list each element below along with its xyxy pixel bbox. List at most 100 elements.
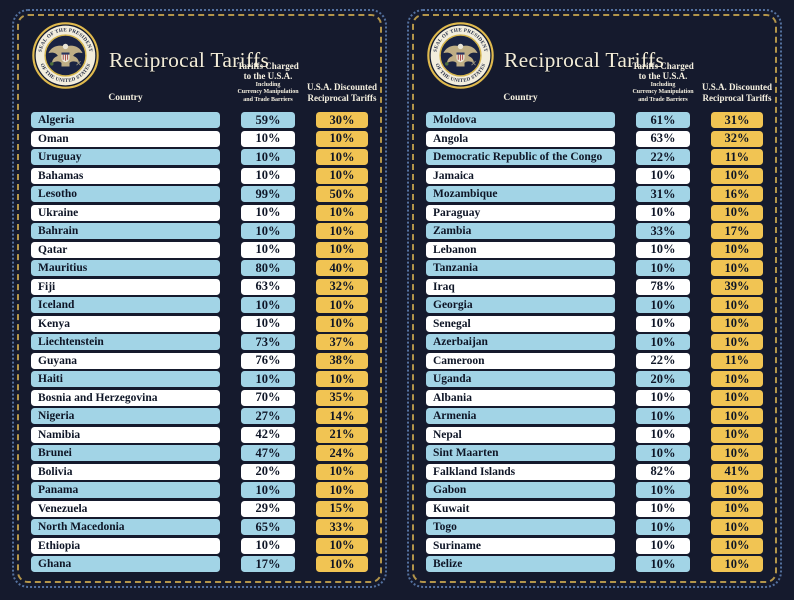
discounted-tariff-cell: 30% bbox=[316, 112, 368, 128]
charged-header-subline: Currency Manipulation bbox=[237, 89, 299, 95]
discounted-tariff-cell: 10% bbox=[711, 426, 763, 443]
tariff-rows: Moldova 61% 31% Angola 63% 32% Democrati… bbox=[426, 112, 763, 572]
discounted-tariff-cell: 16% bbox=[711, 186, 763, 202]
charged-tariff-cell: 10% bbox=[241, 371, 295, 387]
tariff-row: North Macedonia 65% 33% bbox=[31, 519, 368, 535]
tariff-row: Kuwait 10% 10% bbox=[426, 500, 763, 517]
tariff-row: Uganda 20% 10% bbox=[426, 371, 763, 387]
country-cell: Haiti bbox=[31, 371, 220, 387]
discounted-tariff-cell: 10% bbox=[316, 482, 368, 498]
charged-tariff-cell: 42% bbox=[241, 426, 295, 443]
charged-header-subline: and Trade Barriers bbox=[243, 96, 293, 103]
country-cell: Moldova bbox=[426, 112, 615, 128]
charged-tariff-cell: 10% bbox=[636, 482, 690, 498]
charged-tariff-cell: 10% bbox=[241, 297, 295, 313]
charged-tariff-cell: 10% bbox=[241, 130, 295, 147]
discounted-tariff-cell: 10% bbox=[711, 204, 763, 221]
tariff-row: Mozambique 31% 16% bbox=[426, 186, 763, 202]
charged-tariff-cell: 70% bbox=[241, 389, 295, 406]
discounted-column-header: U.S.A. Discounted Reciprocal Tariffs bbox=[290, 82, 394, 104]
discounted-tariff-cell: 39% bbox=[711, 278, 763, 295]
discounted-tariff-cell: 11% bbox=[711, 352, 763, 369]
country-cell: Tanzania bbox=[426, 260, 615, 276]
discounted-tariff-cell: 10% bbox=[316, 371, 368, 387]
tariff-panel-frame: SEAL OF THE PRESIDENT OF THE UNITED STAT… bbox=[412, 14, 777, 583]
country-cell: Albania bbox=[426, 389, 615, 406]
country-cell: Falkland Islands bbox=[426, 463, 615, 480]
discounted-tariff-cell: 10% bbox=[316, 204, 368, 221]
tariff-row: Cameroon 22% 11% bbox=[426, 352, 763, 369]
charged-tariff-cell: 10% bbox=[636, 445, 690, 461]
charged-tariff-cell: 10% bbox=[636, 315, 690, 332]
tariff-row: Belize 10% 10% bbox=[426, 556, 763, 572]
country-cell: Senegal bbox=[426, 315, 615, 332]
discounted-tariff-cell: 10% bbox=[711, 334, 763, 350]
charged-tariff-cell: 76% bbox=[241, 352, 295, 369]
tariff-panel-left: SEAL OF THE PRESIDENT OF THE UNITED STAT… bbox=[12, 9, 387, 588]
discounted-tariff-cell: 10% bbox=[316, 315, 368, 332]
country-cell: Bahamas bbox=[31, 167, 220, 184]
discounted-tariff-cell: 10% bbox=[316, 241, 368, 258]
charged-tariff-cell: 10% bbox=[636, 334, 690, 350]
country-cell: Bosnia and Herzegovina bbox=[31, 389, 220, 406]
charged-tariff-cell: 82% bbox=[636, 463, 690, 480]
charged-tariff-cell: 10% bbox=[636, 537, 690, 554]
discounted-tariff-cell: 10% bbox=[711, 315, 763, 332]
charged-tariff-cell: 33% bbox=[636, 223, 690, 239]
country-cell: Lebanon bbox=[426, 241, 615, 258]
charged-tariff-cell: 47% bbox=[241, 445, 295, 461]
discounted-tariff-cell: 10% bbox=[711, 537, 763, 554]
tariff-row: Jamaica 10% 10% bbox=[426, 167, 763, 184]
charged-column-header: Tariffs Charged to the U.S.A. Including … bbox=[613, 61, 713, 104]
charged-tariff-cell: 10% bbox=[241, 223, 295, 239]
eagle-icon bbox=[48, 43, 83, 67]
tariff-row: Bosnia and Herzegovina 70% 35% bbox=[31, 389, 368, 406]
tariff-row: Gabon 10% 10% bbox=[426, 482, 763, 498]
tariff-row: Suriname 10% 10% bbox=[426, 537, 763, 554]
country-cell: Ghana bbox=[31, 556, 220, 572]
country-cell: Uganda bbox=[426, 371, 615, 387]
panel-header: SEAL OF THE PRESIDENT OF THE UNITED STAT… bbox=[426, 22, 772, 104]
country-cell: Gabon bbox=[426, 482, 615, 498]
discounted-header-line: U.S.A. Discounted bbox=[306, 82, 377, 93]
discounted-tariff-cell: 10% bbox=[316, 537, 368, 554]
discounted-tariff-cell: 10% bbox=[316, 223, 368, 239]
country-cell: Lesotho bbox=[31, 186, 220, 202]
discounted-tariff-cell: 10% bbox=[711, 500, 763, 517]
country-cell: Jamaica bbox=[426, 167, 615, 184]
tariff-panel-frame: SEAL OF THE PRESIDENT OF THE UNITED STAT… bbox=[17, 14, 382, 583]
tariff-row: Georgia 10% 10% bbox=[426, 297, 763, 313]
tariff-row: Zambia 33% 17% bbox=[426, 223, 763, 239]
charged-tariff-cell: 22% bbox=[636, 352, 690, 369]
tariff-row: Bahamas 10% 10% bbox=[31, 167, 368, 184]
discounted-column-header: U.S.A. Discounted Reciprocal Tariffs bbox=[685, 82, 789, 104]
tariff-row: Mauritius 80% 40% bbox=[31, 260, 368, 276]
tariff-row: Fiji 63% 32% bbox=[31, 278, 368, 295]
country-column-header: Country bbox=[503, 93, 538, 103]
charged-header-line: to the U.S.A. bbox=[243, 71, 293, 82]
panel-title: Reciprocal Tariffs bbox=[109, 48, 270, 72]
tariff-row: Togo 10% 10% bbox=[426, 519, 763, 535]
tariff-row: Angola 63% 32% bbox=[426, 130, 763, 147]
charged-tariff-cell: 10% bbox=[241, 241, 295, 258]
charged-tariff-cell: 10% bbox=[636, 204, 690, 221]
discounted-tariff-cell: 10% bbox=[316, 556, 368, 572]
tariff-row: Tanzania 10% 10% bbox=[426, 260, 763, 276]
tariff-row: Democratic Republic of the Congo 22% 11% bbox=[426, 149, 763, 165]
charged-column-header: Tariffs Charged to the U.S.A. Including … bbox=[218, 61, 318, 104]
country-cell: Iraq bbox=[426, 278, 615, 295]
tariff-row: Ghana 17% 10% bbox=[31, 556, 368, 572]
country-cell: Azerbaijan bbox=[426, 334, 615, 350]
charged-tariff-cell: 65% bbox=[241, 519, 295, 535]
charged-tariff-cell: 29% bbox=[241, 500, 295, 517]
tariff-row: Senegal 10% 10% bbox=[426, 315, 763, 332]
charged-tariff-cell: 20% bbox=[241, 463, 295, 480]
country-cell: Liechtenstein bbox=[31, 334, 220, 350]
charged-tariff-cell: 10% bbox=[636, 556, 690, 572]
charged-tariff-cell: 63% bbox=[241, 278, 295, 295]
charged-tariff-cell: 10% bbox=[241, 537, 295, 554]
country-cell: Qatar bbox=[31, 241, 220, 258]
country-cell: Bahrain bbox=[31, 223, 220, 239]
country-cell: Algeria bbox=[31, 112, 220, 128]
tariff-row: Nigeria 27% 14% bbox=[31, 408, 368, 424]
